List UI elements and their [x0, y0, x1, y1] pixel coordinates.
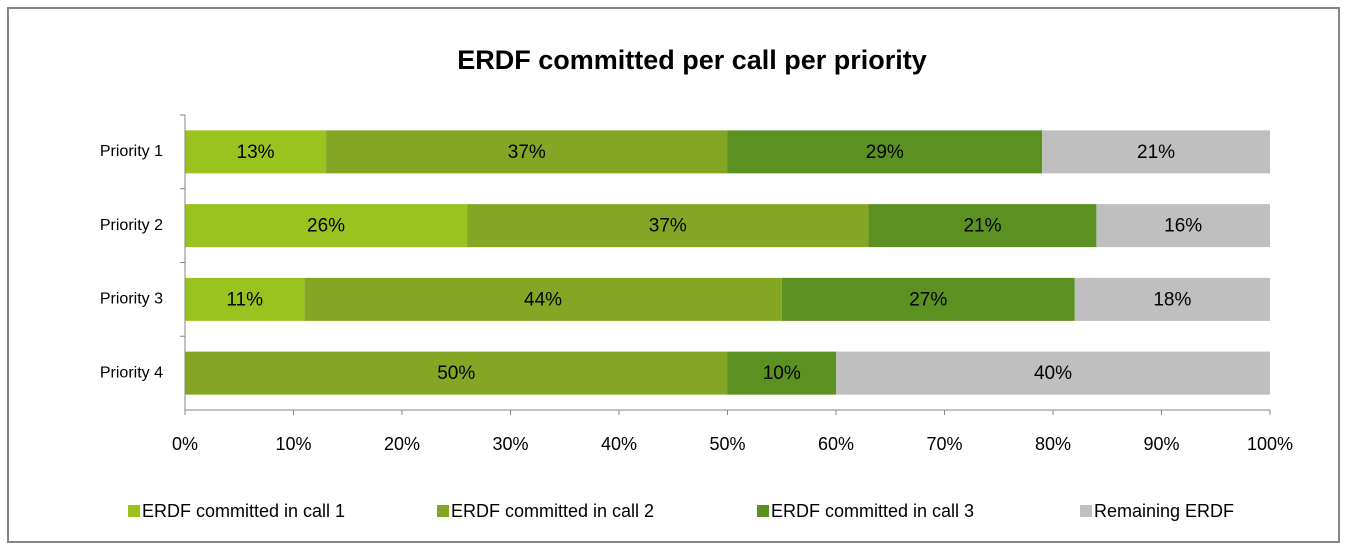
data-label: 44%	[524, 289, 562, 310]
bar-segment	[326, 130, 728, 174]
bar-segment	[868, 204, 1097, 248]
legend-swatch	[1080, 505, 1092, 517]
data-label: 27%	[909, 289, 947, 310]
x-tick-label: 20%	[384, 434, 420, 454]
data-label: 13%	[237, 142, 275, 163]
bar-segment	[185, 204, 468, 248]
x-tick-label: 10%	[275, 434, 311, 454]
data-label: 29%	[866, 142, 904, 163]
data-label: 18%	[1153, 289, 1191, 310]
legend-label: ERDF committed in call 1	[142, 501, 345, 521]
data-label: 50%	[437, 363, 475, 384]
data-label: 40%	[1034, 363, 1072, 384]
y-tick-label: Priority 4	[100, 364, 163, 381]
data-label: 10%	[763, 363, 801, 384]
bar-segment	[304, 277, 782, 321]
bar-segment	[727, 351, 836, 395]
legend-swatch	[437, 505, 449, 517]
data-label: 21%	[1137, 142, 1175, 163]
bar-segment	[1042, 130, 1270, 174]
bar-segment	[836, 351, 1270, 395]
bar-segment	[1096, 204, 1270, 248]
bar-segment	[1074, 277, 1270, 321]
data-label: 11%	[226, 289, 263, 310]
bar-segment	[185, 130, 327, 174]
x-tick-label: 90%	[1143, 434, 1179, 454]
data-label: 37%	[649, 216, 687, 237]
bar-segment	[781, 277, 1075, 321]
legend-label: ERDF committed in call 3	[771, 501, 974, 521]
data-label: 26%	[307, 216, 345, 237]
chart-title: ERDF committed per call per priority	[457, 45, 927, 75]
data-label: 37%	[508, 142, 546, 163]
x-tick-label: 50%	[709, 434, 745, 454]
y-tick-label: Priority 1	[100, 143, 163, 160]
bar-segment	[727, 130, 1043, 174]
x-tick-label: 100%	[1247, 434, 1293, 454]
legend-swatch	[128, 505, 140, 517]
data-label: 16%	[1164, 216, 1202, 237]
x-tick-label: 0%	[172, 434, 198, 454]
x-tick-label: 40%	[601, 434, 637, 454]
legend-label: Remaining ERDF	[1094, 501, 1234, 521]
data-label: 21%	[963, 216, 1001, 237]
y-tick-label: Priority 2	[100, 217, 163, 234]
x-tick-label: 30%	[492, 434, 528, 454]
bar-segment	[467, 204, 869, 248]
y-tick-label: Priority 3	[100, 291, 163, 308]
legend-swatch	[757, 505, 769, 517]
x-tick-label: 70%	[926, 434, 962, 454]
legend-label: ERDF committed in call 2	[451, 501, 654, 521]
bar-segment	[185, 277, 305, 321]
x-tick-label: 80%	[1035, 434, 1071, 454]
x-tick-label: 60%	[818, 434, 854, 454]
bar-segment	[185, 351, 728, 395]
chart-frame	[7, 7, 1340, 543]
